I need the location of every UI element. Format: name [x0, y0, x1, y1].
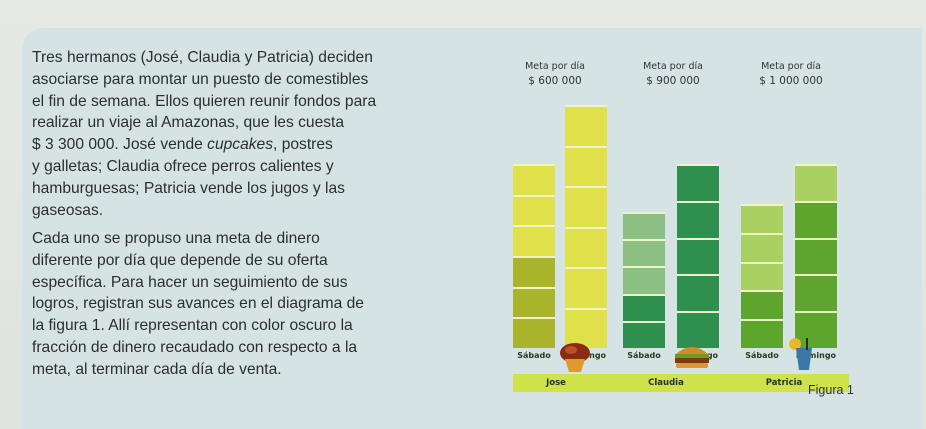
- person-label-patricia: Patricia: [765, 378, 803, 388]
- day-label: Sábado: [517, 351, 551, 360]
- filled-part: [795, 311, 837, 348]
- text-line: específica. Para hacer un seguimiento de…: [32, 273, 348, 291]
- goal-amount: $ 600 000: [528, 75, 582, 87]
- filled-part: [677, 274, 719, 312]
- empty-part: [513, 164, 555, 195]
- text-line: y galletas; Claudia ofrece perros calien…: [32, 157, 334, 175]
- empty-part: [565, 105, 607, 146]
- bar-jose-sabado: [513, 164, 555, 348]
- empty-part: [513, 225, 555, 256]
- empty-part: [565, 267, 607, 308]
- person-label-jose: Jose: [546, 378, 566, 388]
- day-label: Sábado: [627, 351, 661, 360]
- hamburger-icon: [675, 347, 709, 368]
- empty-part: [623, 212, 665, 240]
- day-label: Sábado: [745, 351, 779, 360]
- empty-part: [795, 164, 837, 201]
- filled-part: [677, 311, 719, 348]
- filled-part: [513, 317, 555, 348]
- text-line: Tres hermanos (José, Claudia y Patricia)…: [32, 49, 373, 66]
- bar-jose-domingo: [565, 105, 607, 348]
- empty-part: [565, 226, 607, 267]
- text-line: diferente por día que depende de su ofer…: [32, 251, 328, 269]
- text-line: asociarse para montar un puesto de comes…: [32, 70, 369, 88]
- filled-part: [677, 200, 719, 238]
- bars-area: [505, 100, 845, 348]
- empty-part: [741, 232, 783, 262]
- filled-part: [623, 320, 665, 348]
- text-line: el fin de semana. Ellos quieren reunir f…: [32, 92, 377, 110]
- goal-caption: Meta por día: [643, 61, 703, 72]
- filled-part: [795, 274, 837, 312]
- paragraph-goals: Cada uno se propuso una meta de dinero di…: [32, 228, 364, 381]
- text-line: realizar un viaje al Amazonas, que les c…: [32, 114, 345, 132]
- juice-icon: [789, 338, 812, 370]
- paragraph-intro: Tres hermanos (José, Claudia y Patricia)…: [32, 47, 376, 221]
- cupcake-icon: [560, 343, 590, 372]
- filled-part: [795, 237, 837, 275]
- text-line: hamburguesas; Patricia vende los jugos y…: [32, 179, 345, 197]
- empty-part: [565, 145, 607, 186]
- filled-part: [623, 293, 665, 321]
- text-line: Cada uno se propuso una meta de dinero: [32, 230, 320, 247]
- empty-part: [741, 261, 783, 291]
- figure-caption: Figura 1: [808, 383, 854, 397]
- text-line: $ 3 300 000. José vende cupcakes, postre…: [32, 136, 333, 154]
- text-line: gaseosas.: [32, 201, 104, 219]
- filled-part: [513, 256, 555, 287]
- empty-part: [623, 266, 665, 294]
- bar-patricia-sabado: [741, 204, 783, 348]
- empty-part: [513, 194, 555, 226]
- bar-claudia-sabado: [623, 212, 665, 348]
- filled-part: [677, 237, 719, 275]
- goal-label-patricia: Meta por día $ 1 000 000: [741, 60, 841, 88]
- goal-label-claudia: Meta por día $ 900 000: [623, 60, 723, 88]
- goal-amount: $ 900 000: [646, 75, 700, 87]
- text-line: fracción de dinero recaudado con respect…: [32, 338, 358, 356]
- text-line: logros, registran sus avances en el diag…: [32, 295, 364, 313]
- filled-part: [741, 290, 783, 320]
- goal-label-jose: Meta por día $ 600 000: [505, 60, 605, 88]
- text-line: meta, al terminar cada día de venta.: [32, 360, 282, 378]
- person-label-claudia: Claudia: [648, 378, 684, 388]
- bar-claudia-domingo: [677, 164, 719, 348]
- filled-part: [795, 200, 837, 238]
- goal-amount: $ 1 000 000: [759, 75, 823, 87]
- filled-part: [513, 286, 555, 318]
- person-band: Jose Claudia Patricia: [513, 374, 849, 392]
- empty-part: [565, 186, 607, 227]
- bar-patricia-domingo: [795, 164, 837, 348]
- goal-caption: Meta por día: [761, 61, 821, 72]
- text-line: la figura 1. Allí representan con color …: [32, 317, 353, 335]
- filled-part: [677, 164, 719, 201]
- day-label: Domingo: [795, 351, 837, 360]
- empty-part: [565, 307, 607, 348]
- goal-caption: Meta por día: [525, 61, 585, 72]
- empty-part: [741, 204, 783, 233]
- fraction-bar-chart: Meta por día $ 600 000 Meta por día $ 90…: [505, 60, 849, 392]
- filled-part: [741, 319, 783, 348]
- empty-part: [623, 239, 665, 267]
